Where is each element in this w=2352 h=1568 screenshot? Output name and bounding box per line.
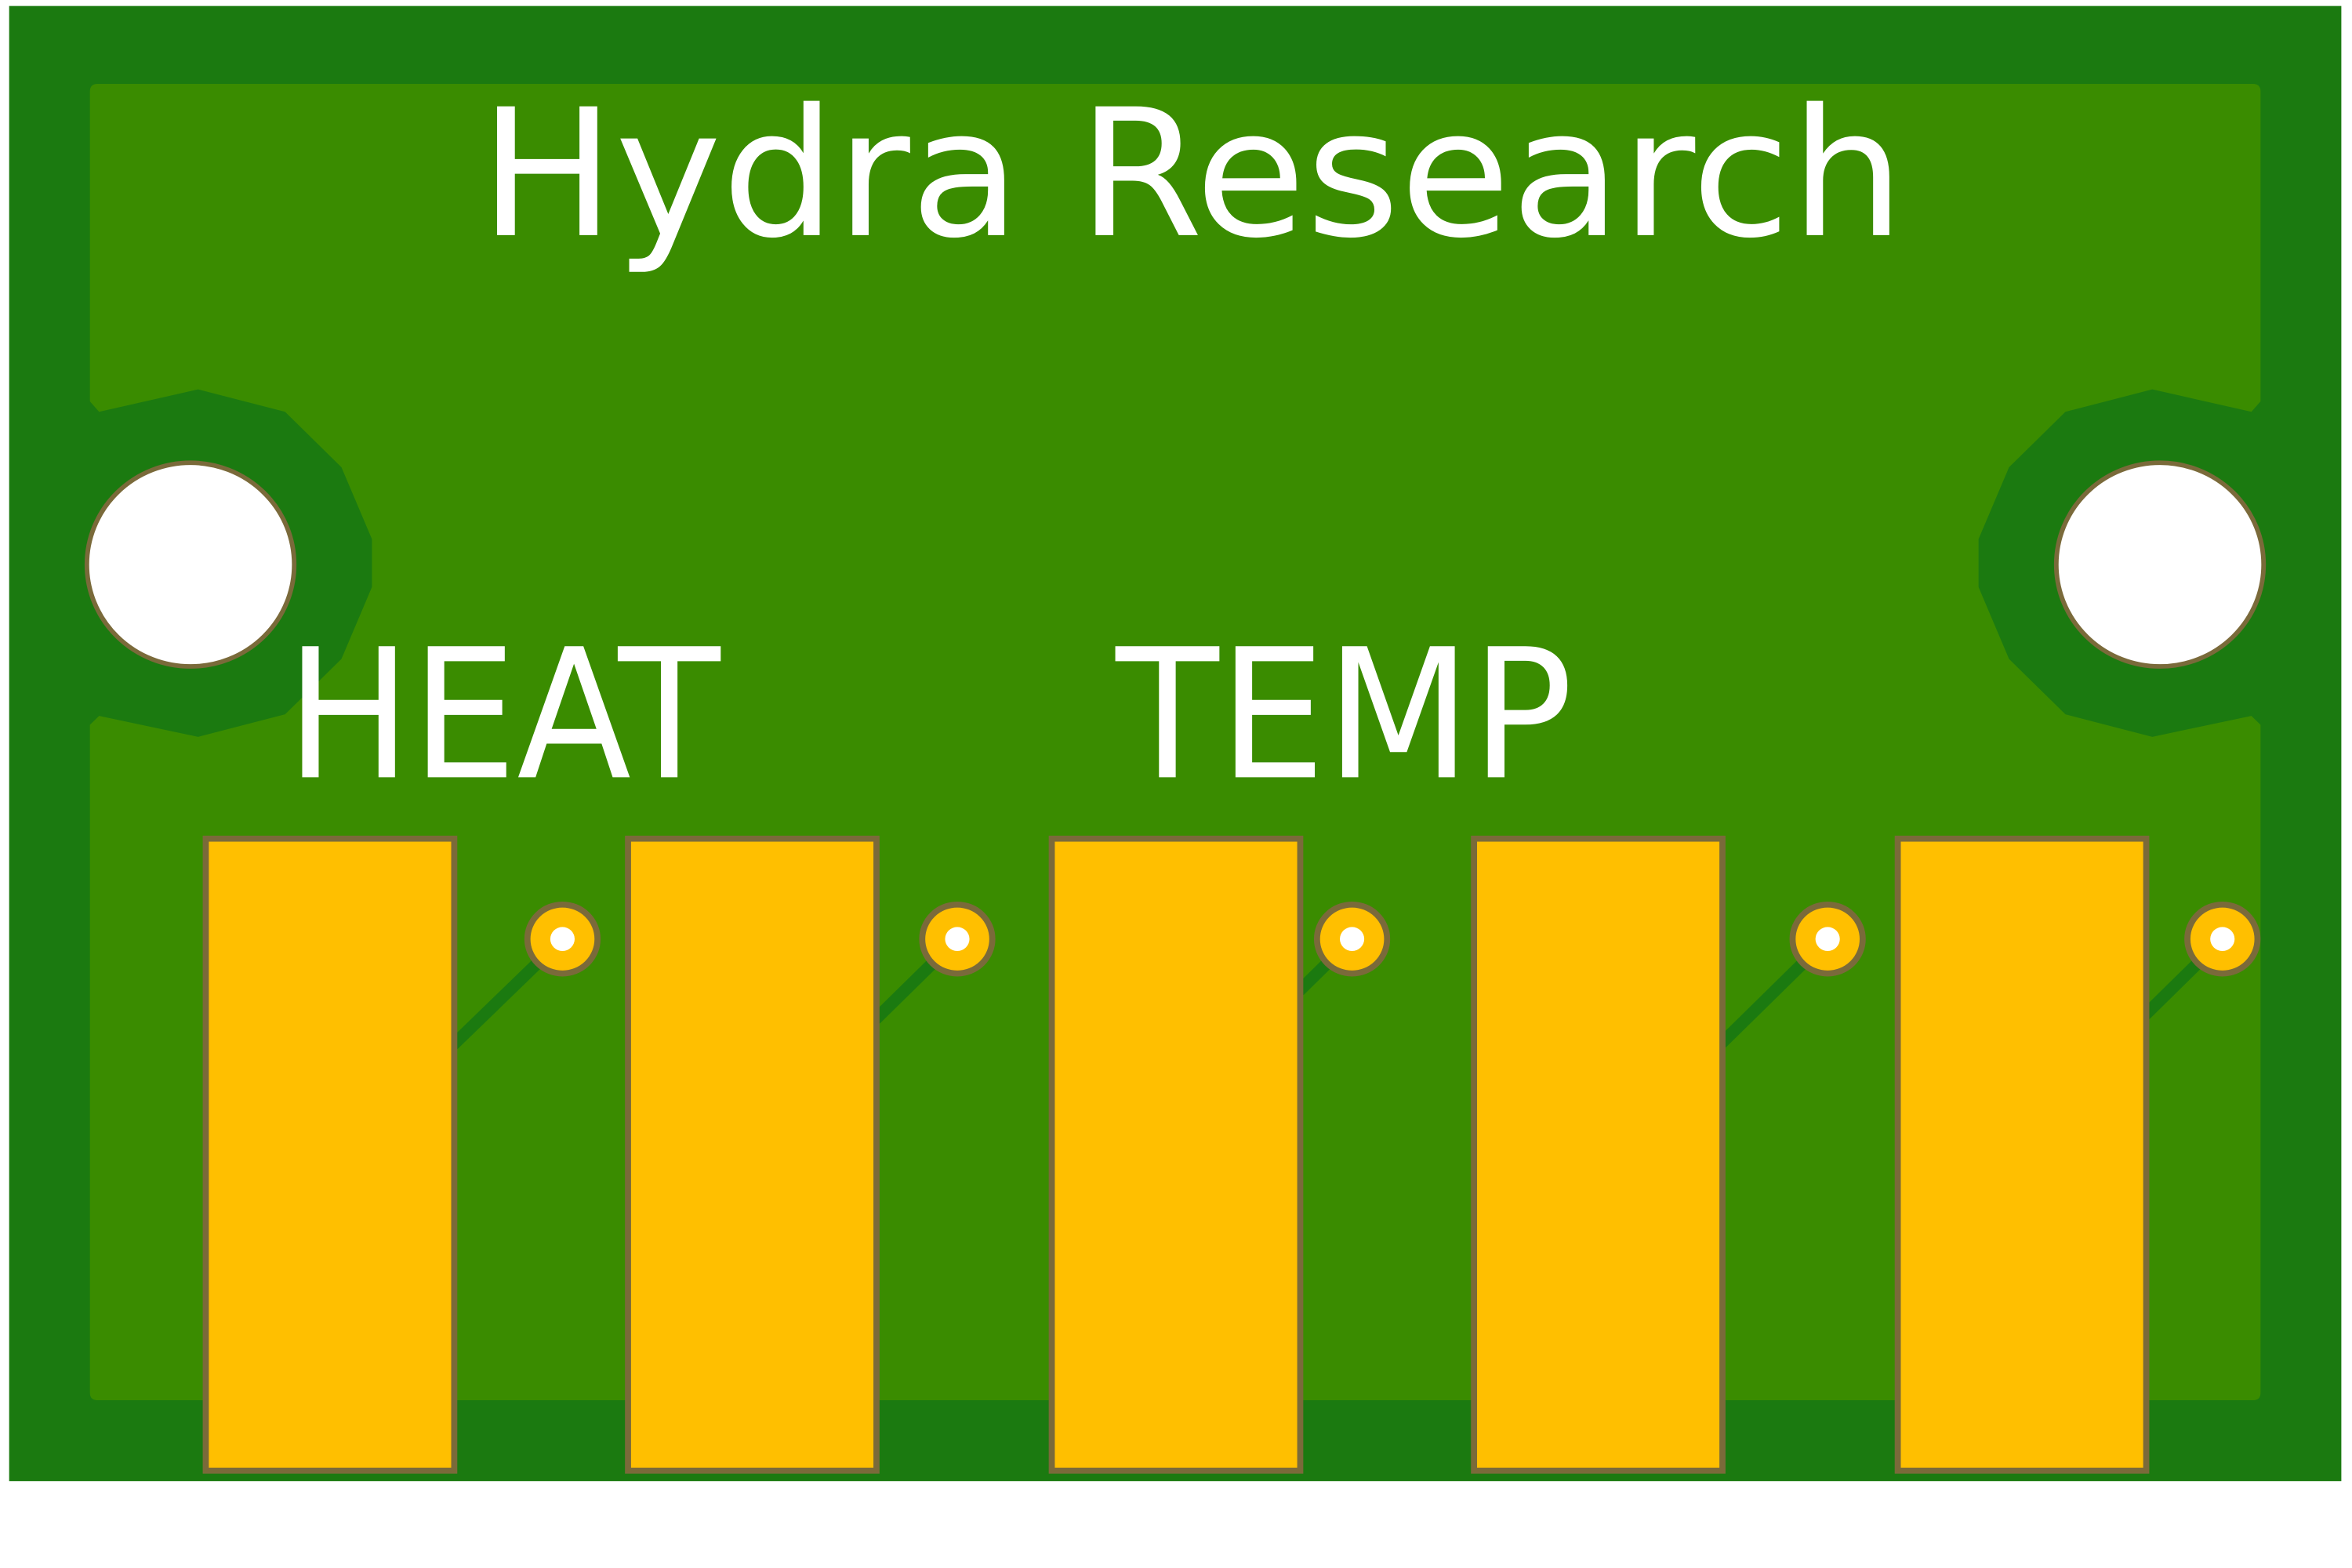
contact-pad bbox=[1471, 835, 1726, 1474]
mounting-hole-left bbox=[84, 460, 297, 669]
contact-pad bbox=[625, 835, 880, 1474]
mounting-hole-right bbox=[2053, 460, 2267, 669]
via-group bbox=[524, 901, 2261, 977]
via bbox=[919, 901, 996, 977]
via bbox=[1789, 901, 1866, 977]
via bbox=[524, 901, 601, 977]
label-heat: HEAT bbox=[286, 610, 721, 820]
contact-pad bbox=[202, 835, 458, 1474]
via bbox=[2184, 901, 2261, 977]
contact-pad bbox=[1048, 835, 1304, 1474]
contact-pad bbox=[1894, 835, 2150, 1474]
via bbox=[1313, 901, 1391, 977]
pad-group bbox=[202, 835, 2150, 1474]
label-temp: TEMP bbox=[1115, 610, 1573, 820]
board-title: Hydra Research bbox=[479, 71, 1904, 278]
